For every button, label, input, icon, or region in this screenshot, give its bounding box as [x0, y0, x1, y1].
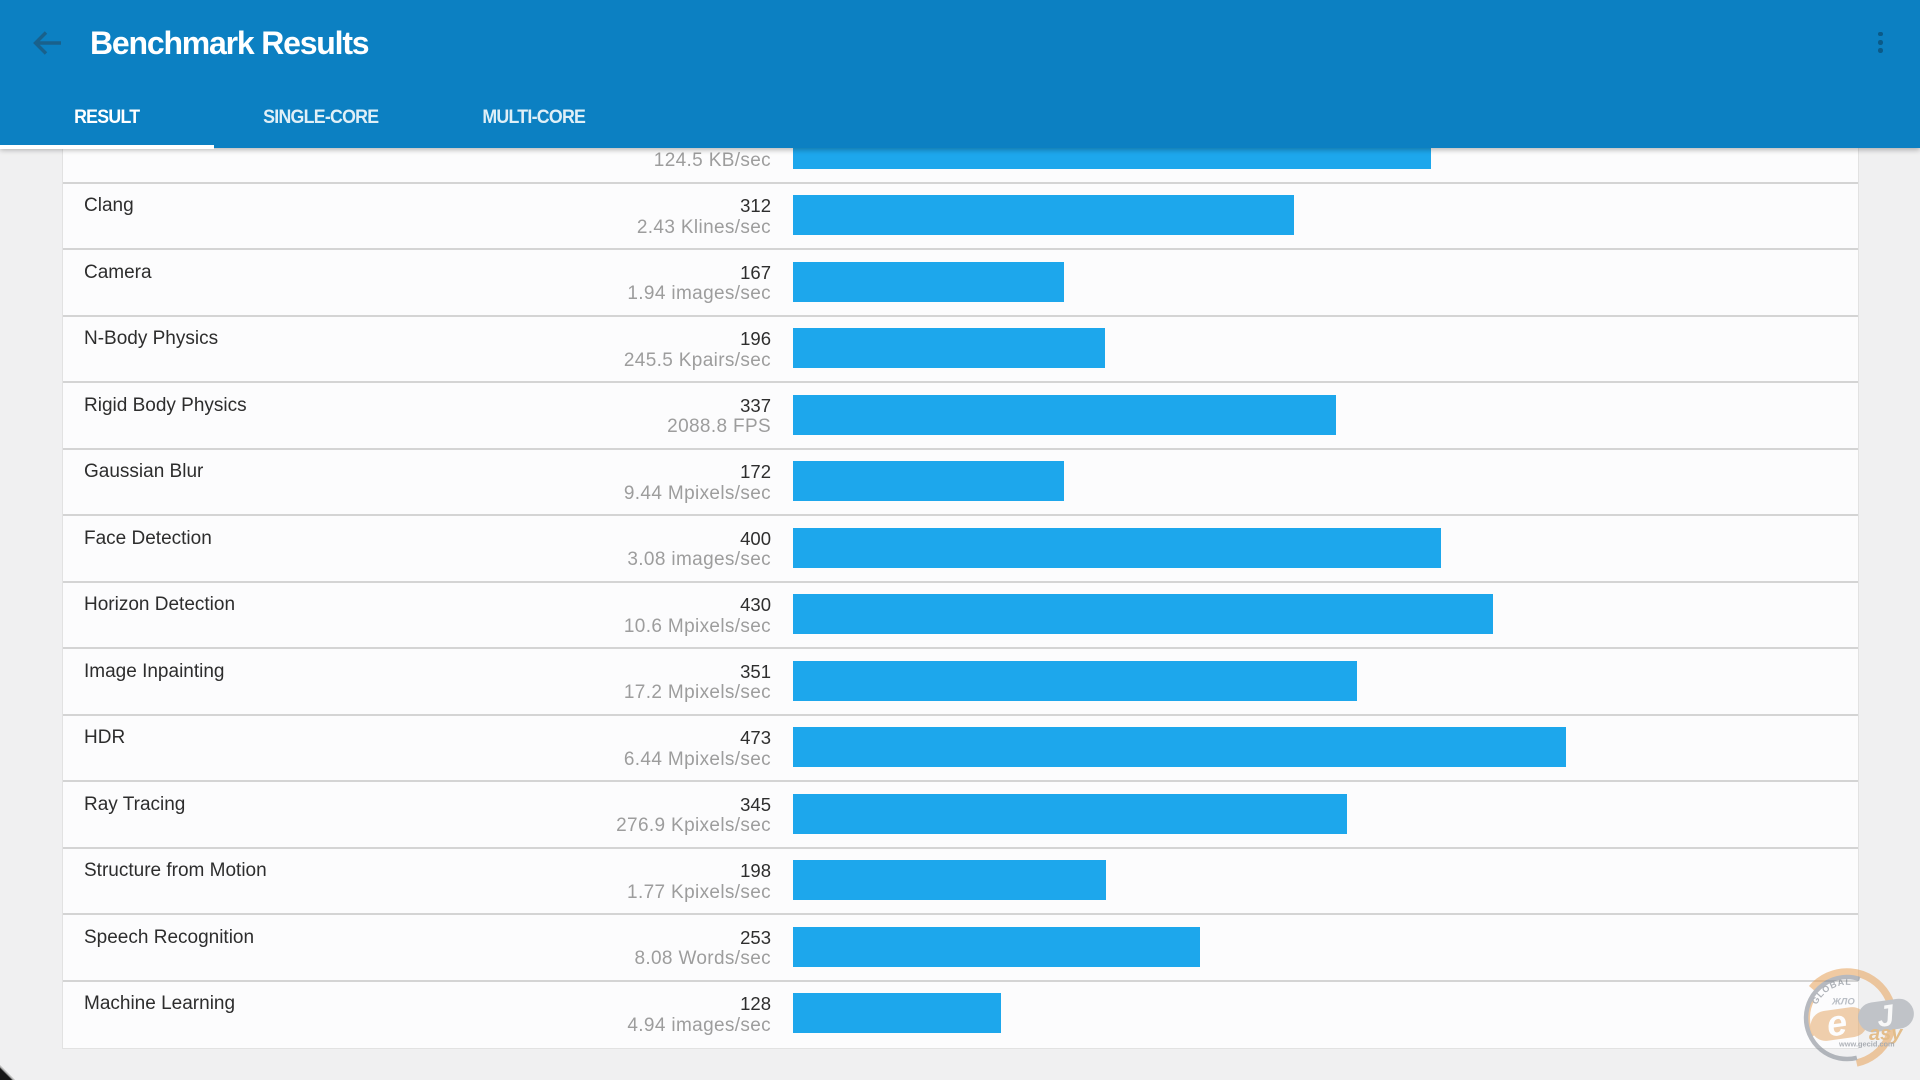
svg-text:ЖЛО: ЖЛО [1831, 997, 1855, 1008]
svg-text:J: J [1875, 999, 1897, 1034]
svg-text:asy: asy [1869, 1023, 1903, 1045]
svg-text:www.gecid.com: www.gecid.com [1838, 1040, 1895, 1049]
svg-text:e: e [1824, 1001, 1850, 1044]
